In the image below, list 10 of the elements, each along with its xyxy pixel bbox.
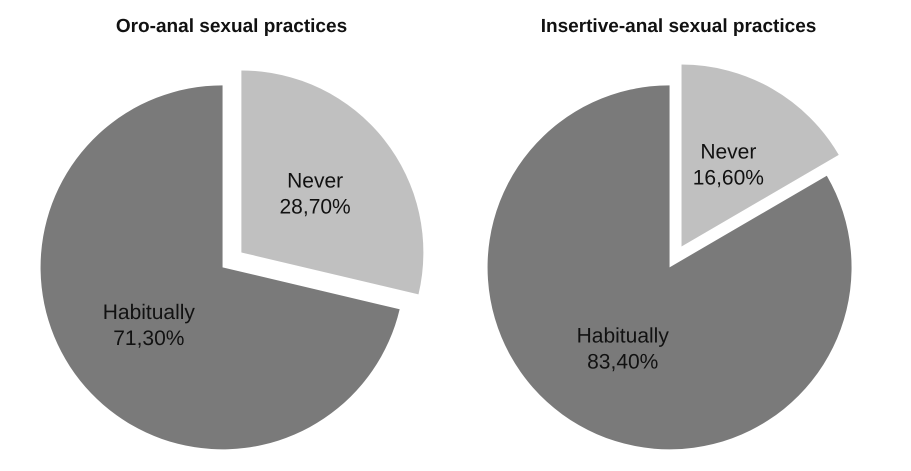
data-label: 28,70%	[279, 196, 351, 219]
slice-label: Never	[287, 170, 344, 193]
data-label: 71,30%	[113, 327, 184, 350]
slice-label: Habitually	[102, 301, 196, 324]
data-label: 16,60%	[692, 166, 764, 190]
slice-label: Never	[700, 140, 756, 164]
data-label: 83,40%	[587, 350, 658, 374]
slice-label: Habitually	[576, 324, 670, 348]
chart-title: Oro-anal sexual practices	[116, 16, 348, 37]
chart-title: Insertive-anal sexual practices	[540, 16, 816, 37]
